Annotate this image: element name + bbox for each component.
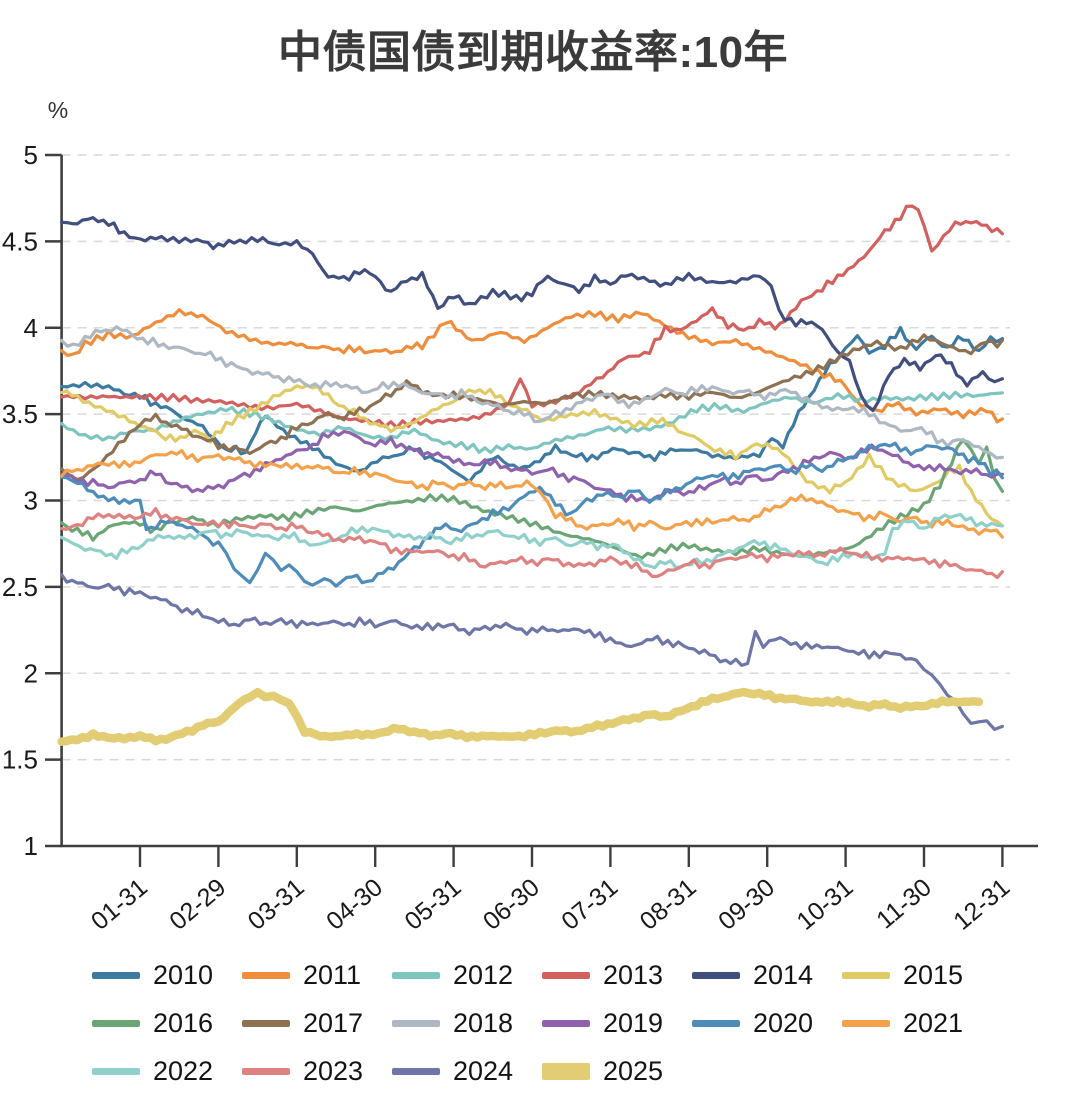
legend-item-2011: 2011 <box>242 958 392 992</box>
yield-line-chart: 1 1.5 2 2.5 3 3.5 4 4.5 5% 01-31 02-29 03-31 04-30 05… <box>2 97 1038 936</box>
series-line-2024 <box>60 573 1004 731</box>
legend-item-2015: 2015 <box>842 958 992 992</box>
legend-label-2017: 2017 <box>303 1007 364 1038</box>
legend-label-2024: 2024 <box>453 1055 514 1086</box>
legend-item-2020: 2020 <box>692 1006 842 1040</box>
x-tick-label: 01-31 <box>86 873 153 936</box>
series-line-2025 <box>57 687 984 746</box>
x-tick-label: 03-31 <box>243 873 310 936</box>
x-tick-label: 02-29 <box>164 873 231 936</box>
legend-label-2014: 2014 <box>753 959 814 990</box>
x-axis: 01-31 02-29 03-31 04-30 05-31 06-30 07-31 08-31… <box>86 846 1015 936</box>
legend-swatch-2017 <box>242 1019 290 1027</box>
legend-label-2011: 2011 <box>303 959 362 990</box>
y-axis-unit-label: % <box>48 97 68 123</box>
legend-label-2021: 2021 <box>903 1007 964 1038</box>
legend-item-2013: 2013 <box>542 958 692 992</box>
series-lines <box>57 204 1004 746</box>
series-line-2022 <box>60 512 1004 570</box>
legend-label-2010: 2010 <box>153 959 214 990</box>
series-line-2012 <box>60 390 1004 455</box>
y-tick-label: 2 <box>24 658 38 688</box>
legend-item-2022: 2022 <box>92 1054 242 1088</box>
series-line-2011 <box>60 308 1004 424</box>
y-tick-label: 4.5 <box>2 226 38 256</box>
legend-swatch-2015 <box>842 971 890 979</box>
series-line-2017 <box>60 333 1004 482</box>
y-tick-label: 3 <box>24 486 38 516</box>
series-line-2020 <box>60 441 1004 588</box>
legend-swatch-2014 <box>692 971 740 979</box>
chart-title: 中债国债到期收益率:10年 <box>277 28 789 77</box>
legend-swatch-2020 <box>692 1019 740 1027</box>
legend-swatch-2010 <box>92 971 140 979</box>
legend-label-2016: 2016 <box>153 1007 214 1038</box>
x-tick-label: 12-31 <box>948 873 1015 936</box>
legend-swatch-2019 <box>542 1019 590 1027</box>
legend-label-2015: 2015 <box>903 959 964 990</box>
legend-swatch-2023 <box>242 1067 290 1075</box>
series-line-2015 <box>60 383 1004 528</box>
y-tick-label: 5 <box>24 140 38 170</box>
legend-item-2014: 2014 <box>692 958 842 992</box>
series-line-2010 <box>60 325 1004 484</box>
legend-swatch-2016 <box>92 1019 140 1027</box>
chart-legend: 2010 2011 2012 2013 2014 2015 2016 2017 2018 2019… <box>92 958 992 1088</box>
x-tick-label: 05-31 <box>399 873 466 936</box>
y-tick-label: 4 <box>24 313 38 343</box>
legend-label-2013: 2013 <box>603 959 664 990</box>
legend-swatch-2024 <box>392 1067 440 1075</box>
legend-item-2012: 2012 <box>392 958 542 992</box>
y-tick-label: 1.5 <box>2 745 38 775</box>
legend-item-2010: 2010 <box>92 958 242 992</box>
x-tick-label: 10-31 <box>791 873 858 936</box>
legend-swatch-2011 <box>242 971 290 979</box>
legend-item-2021: 2021 <box>842 1006 992 1040</box>
x-tick-label: 04-30 <box>321 873 388 936</box>
legend-label-2023: 2023 <box>303 1055 364 1086</box>
y-tick-label: 2.5 <box>2 572 38 602</box>
y-tick-label: 1 <box>24 831 38 861</box>
x-tick-label: 09-30 <box>713 873 780 936</box>
legend-swatch-2021 <box>842 1019 890 1027</box>
legend-item-2017: 2017 <box>242 1006 392 1040</box>
legend-label-2019: 2019 <box>603 1007 664 1038</box>
legend-item-2018: 2018 <box>392 1006 542 1040</box>
y-axis: 1 1.5 2 2.5 3 3.5 4 4.5 5 <box>2 140 62 861</box>
legend-label-2020: 2020 <box>753 1007 814 1038</box>
gridlines <box>61 154 1010 761</box>
legend-label-2012: 2012 <box>453 959 514 990</box>
x-tick-label: 07-31 <box>556 873 623 936</box>
y-tick-label: 3.5 <box>2 399 38 429</box>
series-line-2023 <box>60 507 1004 580</box>
legend-label-2022: 2022 <box>153 1055 214 1086</box>
legend-item-2023: 2023 <box>242 1054 392 1088</box>
x-tick-label: 08-31 <box>635 873 702 936</box>
legend-swatch-2025 <box>542 1062 590 1080</box>
legend-item-2024: 2024 <box>392 1054 542 1088</box>
x-tick-label: 11-30 <box>871 873 937 934</box>
x-tick-label: 06-30 <box>478 873 545 936</box>
series-line-2021 <box>60 449 1004 539</box>
legend-item-2025: 2025 <box>542 1054 692 1088</box>
series-line-2014 <box>60 216 1004 413</box>
legend-label-2018: 2018 <box>453 1007 514 1038</box>
legend-item-2019: 2019 <box>542 1006 692 1040</box>
legend-swatch-2012 <box>392 971 440 979</box>
legend-swatch-2013 <box>542 971 590 979</box>
legend-label-2025: 2025 <box>603 1055 664 1086</box>
legend-swatch-2018 <box>392 1019 440 1027</box>
series-line-2018 <box>60 325 1004 460</box>
legend-swatch-2022 <box>92 1067 140 1075</box>
legend-item-2016: 2016 <box>92 1006 242 1040</box>
